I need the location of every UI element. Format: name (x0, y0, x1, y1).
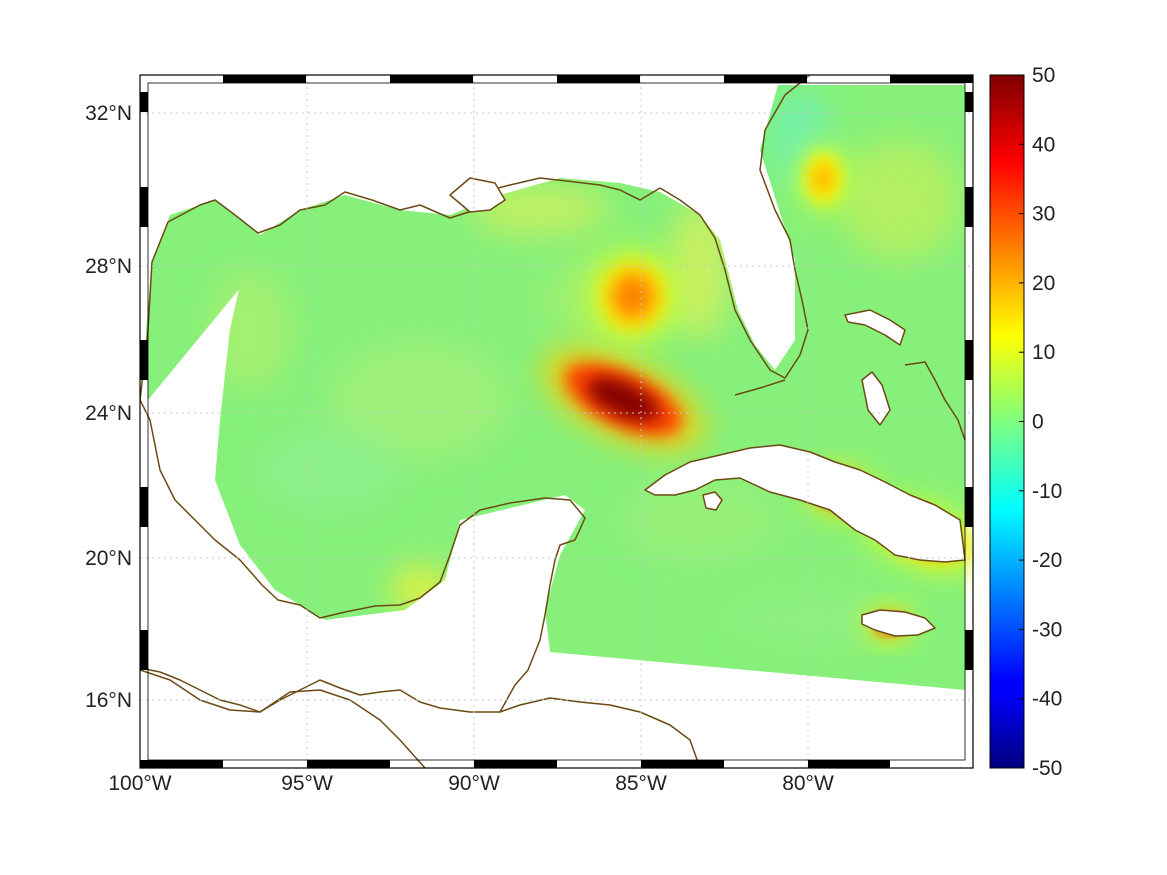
hotspot-layer (811, 162, 835, 194)
longitude-ticks: 100°W 95°W 90°W 85°W 80°W (108, 772, 834, 795)
lon-tick-label: 100°W (108, 772, 171, 795)
mexico-gulf-coast (140, 399, 586, 713)
colorbar-gradient (989, 74, 1025, 769)
isla-de-la-juventud (702, 491, 723, 511)
anomaly-hotspot (541, 348, 705, 451)
lat-tick-label: 16°N (85, 689, 132, 712)
lon-tick-label: 90°W (448, 772, 500, 795)
florida-keys (734, 379, 786, 396)
anomaly-hotspot (588, 248, 678, 345)
colorbar-tick-label: 30 (1032, 203, 1055, 226)
lat-tick-label: 20°N (85, 547, 132, 570)
lon-tick-label: 95°W (281, 772, 333, 795)
colorbar-tick-label: 10 (1032, 341, 1055, 364)
colorbar-tick-label: -10 (1032, 480, 1062, 503)
louisiana-delta (449, 177, 506, 213)
jamaica (861, 609, 936, 637)
colorbar-ticks: 50 40 30 20 10 0 -10 -20 -30 -40 -50 (1019, 64, 1062, 780)
graticule (140, 75, 973, 768)
hotspot-layer (613, 275, 653, 318)
map-frame (139, 74, 974, 769)
latitude-ticks: 32°N 28°N 24°N 20°N 16°N (85, 102, 132, 712)
lat-tick-label: 24°N (85, 402, 132, 425)
anomaly-hotspot (797, 143, 849, 214)
lat-tick-label: 28°N (85, 255, 132, 278)
colorbar-tick-label: 40 (1032, 133, 1055, 156)
colorbar-tick-label: 0 (1032, 411, 1044, 434)
bahamas-andros (861, 371, 891, 426)
lon-tick-label: 80°W (782, 772, 834, 795)
colorbar-tick-label: -40 (1032, 688, 1062, 711)
honduras-coast (499, 697, 701, 768)
colorbar-tick-label: -20 (1032, 549, 1062, 572)
us-gulf-coast (140, 75, 811, 401)
colorbar-tick-label: -50 (1032, 757, 1062, 780)
bahamas-north (844, 309, 906, 346)
central-america-coast (140, 669, 426, 768)
colorbar-tick-label: 20 (1032, 272, 1055, 295)
colorbar-tick-label: -30 (1032, 618, 1062, 641)
colorbar: 50 40 30 20 10 0 -10 -20 -30 -40 -50 (989, 64, 1062, 780)
lat-tick-label: 32°N (85, 102, 132, 125)
lon-tick-label: 85°W (615, 772, 667, 795)
bahamas-east (904, 361, 966, 441)
cuba (644, 444, 966, 563)
hotspot-layer (587, 377, 659, 422)
coastlines (140, 75, 966, 768)
colorbar-tick-label: 50 (1032, 64, 1055, 87)
